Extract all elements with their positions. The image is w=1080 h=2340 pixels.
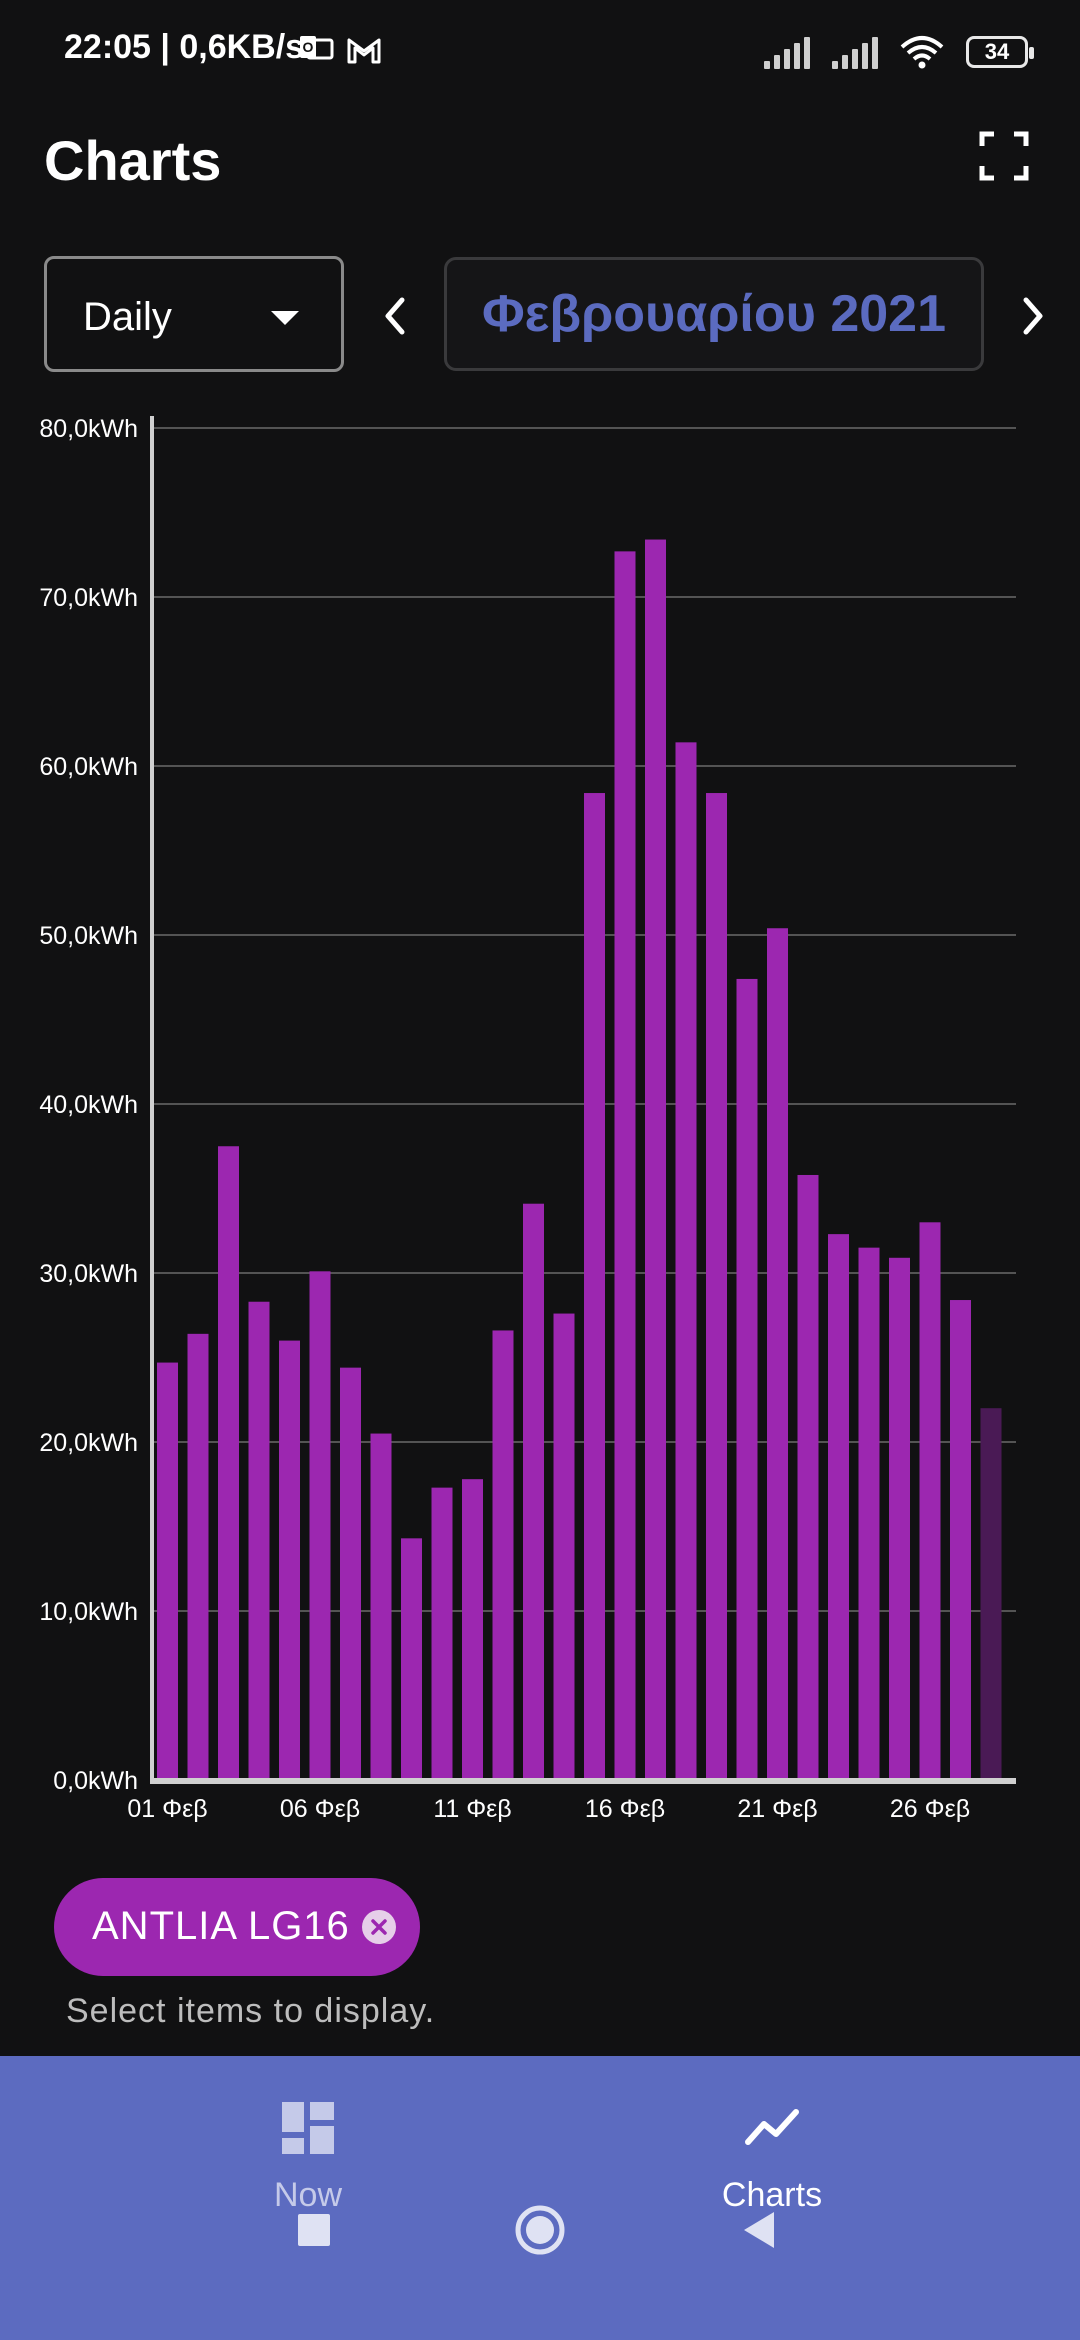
chevron-down-icon [271, 311, 299, 325]
bar[interactable] [279, 1340, 300, 1780]
bar[interactable] [645, 539, 666, 1780]
bar[interactable] [889, 1257, 910, 1780]
bar[interactable] [828, 1234, 849, 1780]
bar[interactable] [187, 1333, 209, 1780]
bar[interactable] [706, 793, 727, 1780]
date-label: Φεβρουαρίου 2021 [481, 285, 947, 343]
bottom-navigation: Now Charts [0, 2056, 1080, 2340]
x-tick-label: 06 Φεβ [280, 1795, 360, 1823]
triangle-back-icon[interactable] [730, 2200, 790, 2260]
bar[interactable] [797, 1174, 819, 1780]
helper-text: Select items to display. [66, 1992, 436, 2030]
fullscreen-icon[interactable] [978, 130, 1030, 182]
x-tick-label: 21 Φεβ [737, 1795, 817, 1823]
y-tick-label: 70,0kWh [39, 584, 138, 612]
bar[interactable] [523, 1203, 544, 1780]
page-title: Charts [44, 129, 222, 192]
legend-chip[interactable]: ANTLIA LG16 [54, 1878, 420, 1976]
x-tick-label: 11 Φεβ [433, 1795, 511, 1823]
battery-level: 34 [984, 39, 1010, 64]
x-tick-label: 16 Φεβ [585, 1795, 665, 1823]
nav-label-now: Now [273, 2176, 343, 2214]
bar[interactable] [919, 1222, 941, 1780]
bar[interactable] [553, 1313, 575, 1780]
bar[interactable] [401, 1538, 422, 1780]
svg-text:O: O [303, 39, 314, 55]
period-dropdown-value: Daily [83, 295, 172, 339]
signal-icon [764, 35, 810, 69]
x-tick-label: 01 Φεβ [127, 1795, 207, 1823]
bar[interactable] [675, 742, 697, 1780]
y-tick-label: 80,0kWh [39, 415, 138, 443]
wifi-icon [900, 36, 944, 69]
bar[interactable] [980, 1408, 1002, 1780]
legend-chip-label: ANTLIA LG16 [92, 1904, 350, 1948]
bar[interactable] [736, 978, 758, 1780]
bar[interactable] [431, 1487, 453, 1780]
chevron-right-icon[interactable] [1008, 286, 1058, 346]
nav-item-now[interactable]: Now [158, 2080, 458, 2214]
y-tick-label: 10,0kWh [39, 1598, 138, 1626]
circle-icon[interactable] [510, 2200, 570, 2260]
outlook-icon: O [300, 36, 334, 60]
y-tick-label: 30,0kWh [39, 1260, 138, 1288]
bar[interactable] [462, 1479, 483, 1780]
energy-bar-chart: 0,0kWh 10,0kWh 20,0kWh 30,0kWh 40,0kWh 50,0kW… [0, 400, 1080, 1840]
bar[interactable] [614, 551, 636, 1780]
y-tick-label: 0,0kWh [53, 1767, 138, 1795]
dashboard-icon [282, 2102, 334, 2154]
period-dropdown[interactable]: Daily [44, 256, 344, 372]
gmail-icon [347, 38, 381, 64]
bar[interactable] [218, 1146, 239, 1780]
bar[interactable] [340, 1367, 361, 1780]
chevron-left-icon[interactable] [370, 286, 420, 346]
nav-item-charts[interactable]: Charts [622, 2080, 922, 2214]
y-tick-label: 60,0kWh [39, 753, 138, 781]
bar[interactable] [248, 1301, 270, 1780]
bar[interactable] [309, 1271, 331, 1780]
bar[interactable] [370, 1433, 392, 1780]
status-time: 22:05 | 0,6KB/s [64, 28, 305, 66]
signal-icon [832, 35, 878, 69]
chart-canvas: 0,0kWh 10,0kWh 20,0kWh 30,0kWh 40,0kWh 50,0kW… [39, 415, 1016, 1823]
y-tick-label: 50,0kWh [39, 922, 138, 950]
close-circle-icon[interactable] [362, 1910, 396, 1944]
bar[interactable] [858, 1247, 880, 1780]
bar[interactable] [950, 1300, 971, 1780]
bar[interactable] [767, 928, 788, 1780]
status-right: 34 [764, 30, 1034, 74]
square-icon[interactable] [284, 2200, 344, 2260]
y-tick-label: 20,0kWh [39, 1429, 138, 1457]
chart-line-icon [745, 2109, 799, 2145]
date-selector[interactable]: Φεβρουαρίου 2021 [444, 257, 984, 371]
battery-icon: 34 [966, 36, 1034, 68]
nav-label-charts: Charts [721, 2176, 823, 2214]
y-tick-label: 40,0kWh [39, 1091, 138, 1119]
status-bar: 22:05 | 0,6KB/s O 34 [0, 0, 1080, 100]
bar[interactable] [492, 1330, 514, 1780]
bar[interactable] [157, 1362, 178, 1780]
x-tick-label: 26 Φεβ [890, 1795, 970, 1823]
bar[interactable] [584, 793, 605, 1780]
